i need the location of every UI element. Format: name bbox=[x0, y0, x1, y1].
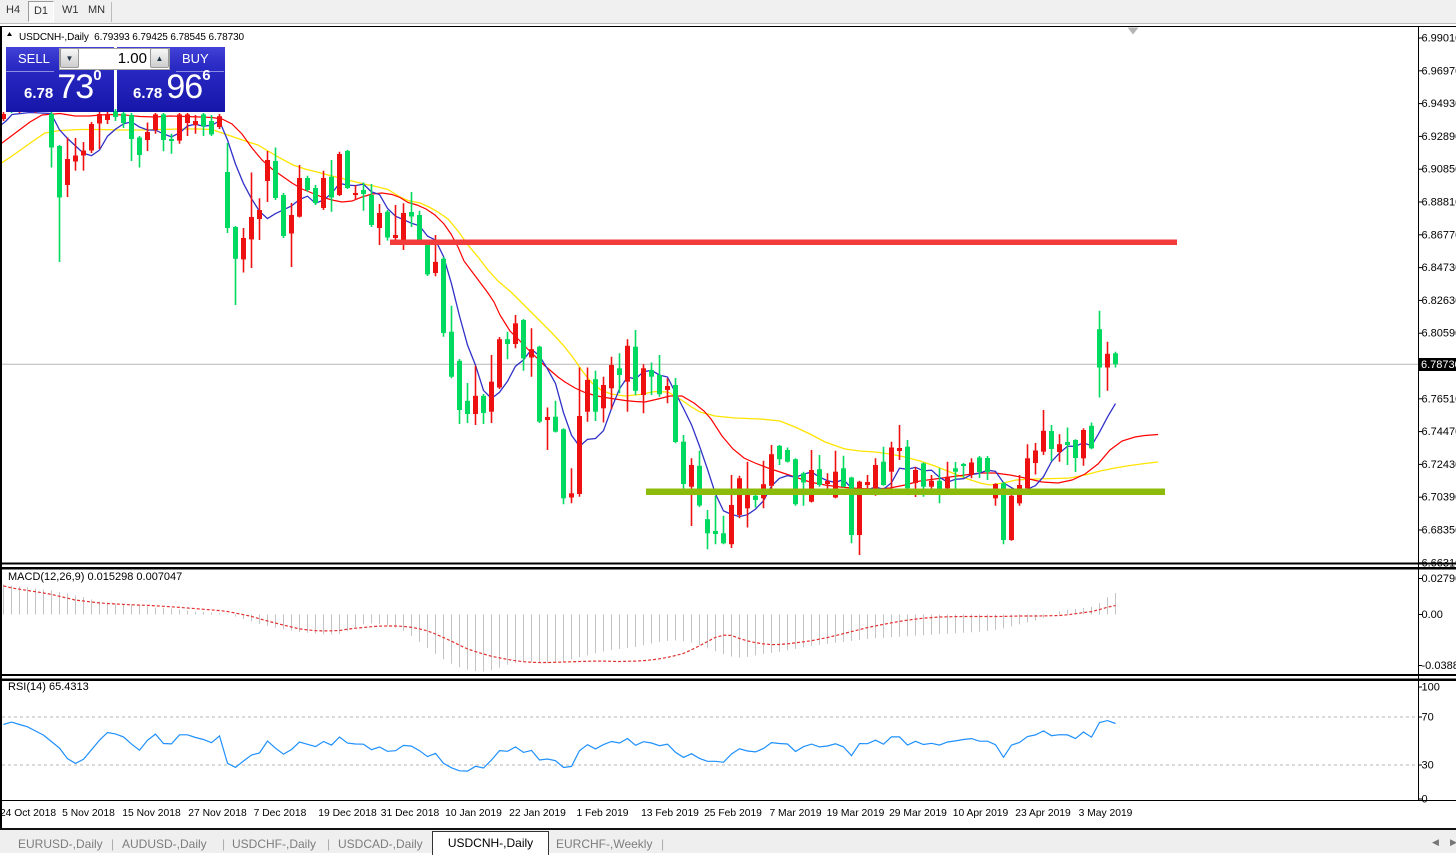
svg-text:6.99010: 6.99010 bbox=[1422, 33, 1456, 45]
svg-text:23 Apr 2019: 23 Apr 2019 bbox=[1015, 808, 1071, 819]
svg-text:3 May 2019: 3 May 2019 bbox=[1079, 808, 1133, 819]
svg-text:6.96970: 6.96970 bbox=[1422, 65, 1456, 77]
svg-text:0.00: 0.00 bbox=[1422, 609, 1443, 621]
svg-text:24 Oct 2018: 24 Oct 2018 bbox=[0, 808, 56, 819]
svg-text:-0.03887: -0.03887 bbox=[1422, 660, 1456, 672]
svg-text:6.82630: 6.82630 bbox=[1422, 295, 1456, 307]
svg-text:6.84730: 6.84730 bbox=[1422, 262, 1456, 274]
svg-text:10 Jan 2019: 10 Jan 2019 bbox=[445, 808, 502, 819]
svg-text:10 Apr 2019: 10 Apr 2019 bbox=[953, 808, 1009, 819]
svg-text:1 Feb 2019: 1 Feb 2019 bbox=[576, 808, 628, 819]
svg-text:6.94930: 6.94930 bbox=[1422, 98, 1456, 110]
svg-text:MACD(12,26,9) 0.015298 0.00704: MACD(12,26,9) 0.015298 0.007047 bbox=[8, 571, 182, 583]
svg-text:29 Mar 2019: 29 Mar 2019 bbox=[889, 808, 947, 819]
svg-text:6.92890: 6.92890 bbox=[1422, 131, 1456, 143]
svg-text:7 Dec 2018: 7 Dec 2018 bbox=[254, 808, 307, 819]
svg-text:19 Dec 2018: 19 Dec 2018 bbox=[318, 808, 377, 819]
svg-text:25 Feb 2019: 25 Feb 2019 bbox=[704, 808, 762, 819]
svg-text:30: 30 bbox=[1422, 760, 1434, 772]
svg-text:22 Jan 2019: 22 Jan 2019 bbox=[509, 808, 566, 819]
svg-text:6.78730: 6.78730 bbox=[1421, 359, 1456, 371]
svg-text:100: 100 bbox=[1422, 682, 1440, 694]
svg-text:6.88810: 6.88810 bbox=[1422, 197, 1456, 209]
svg-text:6.80590: 6.80590 bbox=[1422, 328, 1456, 340]
svg-text:6.72430: 6.72430 bbox=[1422, 459, 1456, 471]
svg-text:6.90850: 6.90850 bbox=[1422, 164, 1456, 176]
svg-text:USDCNH-,Daily 6.79393 6.79425: USDCNH-,Daily 6.79393 6.79425 6.78545 6.… bbox=[19, 32, 245, 43]
svg-text:31 Dec 2018: 31 Dec 2018 bbox=[381, 808, 440, 819]
svg-text:27 Nov 2018: 27 Nov 2018 bbox=[188, 808, 247, 819]
svg-text:6.70390: 6.70390 bbox=[1422, 492, 1456, 504]
svg-text:6.74470: 6.74470 bbox=[1422, 426, 1456, 438]
svg-text:6.68350: 6.68350 bbox=[1422, 525, 1456, 537]
svg-text:15 Nov 2018: 15 Nov 2018 bbox=[122, 808, 181, 819]
svg-text:0: 0 bbox=[1422, 794, 1428, 806]
svg-text:13 Feb 2019: 13 Feb 2019 bbox=[641, 808, 699, 819]
svg-text:19 Mar 2019: 19 Mar 2019 bbox=[827, 808, 885, 819]
svg-text:6.86770: 6.86770 bbox=[1422, 229, 1456, 241]
svg-text:6.76510: 6.76510 bbox=[1422, 393, 1456, 405]
svg-text:RSI(14) 65.4313: RSI(14) 65.4313 bbox=[8, 681, 89, 693]
svg-text:5 Nov 2018: 5 Nov 2018 bbox=[62, 808, 115, 819]
svg-text:7 Mar 2019: 7 Mar 2019 bbox=[769, 808, 821, 819]
svg-text:70: 70 bbox=[1422, 712, 1434, 724]
